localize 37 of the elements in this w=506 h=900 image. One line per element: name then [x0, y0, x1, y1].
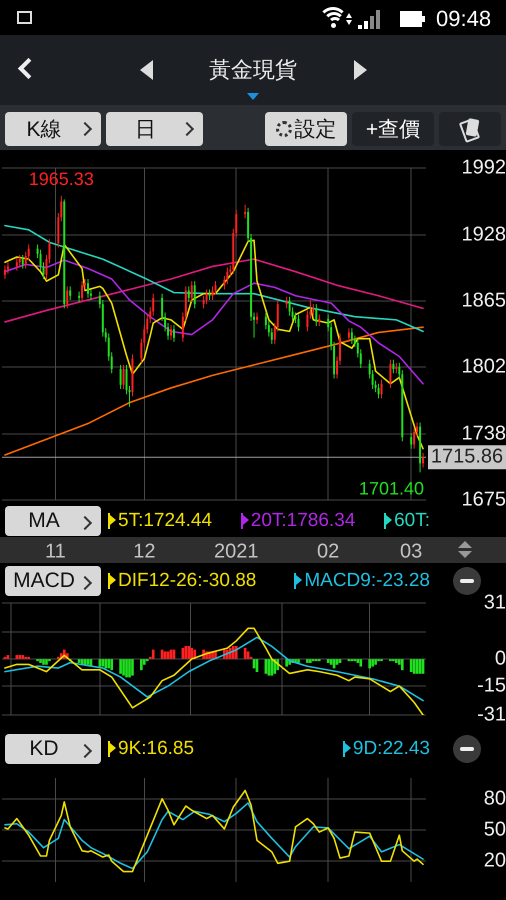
y-tick-label: 50 — [484, 818, 506, 841]
button: 設定 — [265, 112, 347, 146]
y-tick-label: 1928 — [462, 224, 506, 246]
y-tick-label: 1992 — [462, 156, 506, 179]
x-tick-label: 2021 — [214, 540, 258, 563]
legend-label: 5T:1724.44 — [118, 510, 212, 532]
y-tick-label: 20 — [484, 850, 506, 872]
annotation: 1701.40 — [358, 478, 424, 498]
y-tick-label: 1865 — [462, 290, 506, 312]
legend-label: DIF12-26:-30.88 — [118, 570, 256, 592]
button: KD — [5, 734, 101, 764]
x-tick-label: 11 — [44, 540, 66, 563]
button: MACD — [5, 566, 101, 596]
button: +查價 — [352, 112, 434, 146]
y-tick-label: 1738 — [462, 422, 506, 445]
legend-label: 60T: — [394, 510, 430, 532]
chart-title: 黃金現貨 — [208, 56, 298, 84]
y-tick-label: -15 — [477, 674, 506, 697]
x-tick-label: 03 — [400, 540, 422, 563]
button: K線 — [5, 112, 101, 146]
button: MA — [5, 506, 101, 536]
y-tick-label: 80 — [484, 787, 506, 810]
y-tick-label: 1675 — [462, 488, 506, 511]
ref-line-label: 1715.86 — [430, 446, 504, 468]
text: 09:48 — [436, 6, 492, 32]
legend-label: MACD9:-23.28 — [304, 570, 430, 592]
legend-label: 9K:16.85 — [118, 738, 194, 760]
y-tick-label: 31 — [484, 592, 506, 614]
button: 日 — [106, 112, 203, 146]
x-tick-label: 02 — [317, 540, 340, 563]
legend-label: 9D:22.43 — [352, 738, 430, 760]
x-tick-label: 12 — [133, 540, 156, 563]
y-tick-label: 0 — [494, 648, 506, 670]
annotation: 1965.33 — [28, 168, 94, 189]
y-tick-label: 1802 — [462, 356, 506, 378]
legend-label: 20T:1786.34 — [250, 510, 356, 532]
y-tick-label: -31 — [477, 704, 506, 726]
